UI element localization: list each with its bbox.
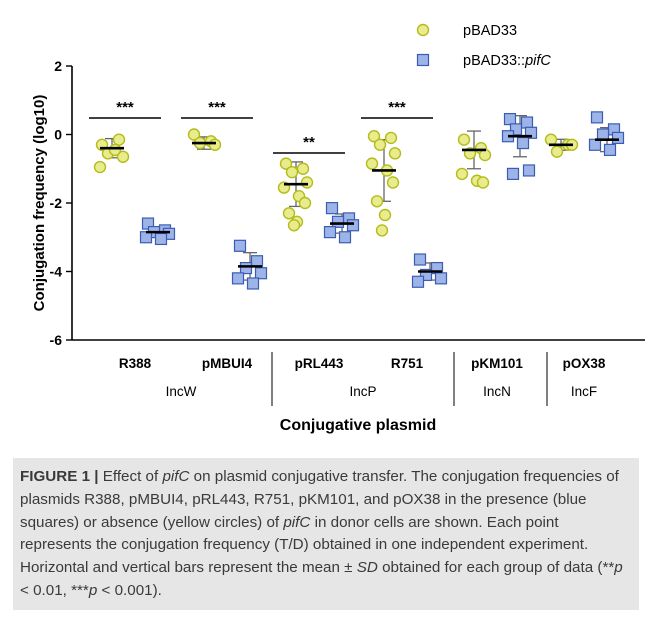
y-tick-label: -2 — [50, 195, 63, 211]
data-point — [506, 167, 520, 180]
caption-text-part: on plasmid conjugative transfer. The con… — [20, 468, 619, 531]
data-point — [187, 128, 201, 141]
x-tick-label: R388 — [119, 356, 152, 371]
data-point — [386, 176, 400, 189]
data-point — [509, 123, 523, 136]
group-label: IncF — [571, 384, 597, 399]
data-point — [375, 224, 389, 237]
data-point — [279, 157, 293, 170]
caption-text-part: obtained for each group of data (** — [377, 559, 615, 577]
caption-text-part: Effect of — [102, 468, 163, 485]
chart: 2 0 -2 -4 -6 Conjugation frequency (log10) R38… — [31, 23, 645, 434]
x-tick-label: pKM101 — [471, 356, 523, 371]
data-point — [346, 219, 360, 232]
group-label: IncW — [166, 384, 197, 399]
caption-text-part: < 0.001). — [97, 581, 162, 599]
data-point — [455, 167, 469, 181]
x-tick-label: pMBUI4 — [202, 356, 253, 371]
caption-gene-name: pifC — [162, 468, 190, 485]
significance-label: *** — [388, 99, 406, 116]
data-point — [476, 176, 490, 189]
data-point — [231, 272, 245, 285]
data-point — [457, 133, 471, 146]
caption-figure-label: FIGURE 1 — [20, 468, 91, 485]
x-tick-label: pOX38 — [563, 356, 606, 371]
data-point — [378, 208, 392, 222]
caption-text-part: in donor cells are shown. Each point rep… — [20, 513, 589, 577]
group-label: IncP — [349, 384, 376, 399]
y-axis-label: Conjugation frequency (log10) — [31, 95, 48, 312]
data-point — [325, 202, 339, 215]
data-point — [233, 239, 247, 252]
legend-marker — [416, 53, 430, 67]
data-point — [323, 226, 337, 239]
figure-caption: FIGURE 1 | Effect of pifC on plasmid con… — [20, 466, 632, 603]
data-point — [520, 116, 534, 129]
data-point — [434, 272, 448, 285]
data-point — [522, 164, 536, 177]
data-point — [282, 207, 296, 220]
data-point — [298, 196, 312, 210]
data-point — [365, 157, 379, 170]
data-point — [373, 138, 387, 151]
data-point — [338, 231, 352, 244]
caption-p-term: p — [88, 581, 98, 599]
data-point — [285, 165, 299, 179]
data-point — [370, 195, 384, 208]
y-tick-label: 2 — [54, 58, 62, 74]
data-point — [388, 147, 402, 160]
data-point — [550, 145, 564, 158]
caption-text-part: < 0.01, *** — [20, 581, 89, 599]
caption-separator: | — [94, 468, 99, 485]
data-point — [367, 130, 381, 143]
legend-marker — [416, 23, 430, 37]
data-point — [246, 277, 260, 290]
y-tick-label: -6 — [50, 332, 63, 348]
data-point — [419, 268, 433, 282]
significance-label: *** — [116, 99, 134, 116]
caption-sd-term: SD — [356, 559, 378, 577]
legend-label: pBAD33 — [463, 23, 517, 39]
significance-label: ** — [303, 134, 315, 151]
data-point — [254, 267, 268, 280]
group-label: IncN — [483, 384, 511, 399]
caption-gene-name: pifC — [283, 513, 311, 531]
data-point — [300, 176, 314, 189]
legend-label: pBAD33::pifC — [463, 53, 551, 69]
data-point — [524, 126, 538, 139]
data-point — [287, 219, 301, 232]
caption-p-term: p — [614, 559, 623, 577]
data-point — [611, 131, 625, 145]
data-point — [331, 215, 345, 228]
data-point — [93, 160, 107, 174]
y-tick-label: 0 — [54, 127, 62, 143]
data-point — [590, 111, 604, 124]
data-point — [603, 143, 617, 157]
data-point — [296, 162, 310, 175]
data-point — [516, 136, 530, 150]
significance-label: *** — [208, 99, 226, 116]
x-tick-label: R751 — [391, 356, 424, 371]
data-point — [413, 253, 427, 266]
x-axis-label: Conjugative plasmid — [280, 417, 436, 434]
caption-background — [13, 458, 639, 610]
data-point — [116, 150, 130, 163]
y-tick-label: -4 — [50, 264, 63, 280]
data-point — [108, 143, 122, 157]
data-point — [384, 131, 398, 145]
data-point — [503, 112, 517, 126]
data-point — [112, 133, 126, 146]
data-point — [154, 232, 168, 246]
data-point — [411, 275, 425, 288]
x-tick-label: pRL443 — [295, 356, 344, 371]
data-point — [239, 261, 253, 275]
data-point — [208, 138, 222, 151]
